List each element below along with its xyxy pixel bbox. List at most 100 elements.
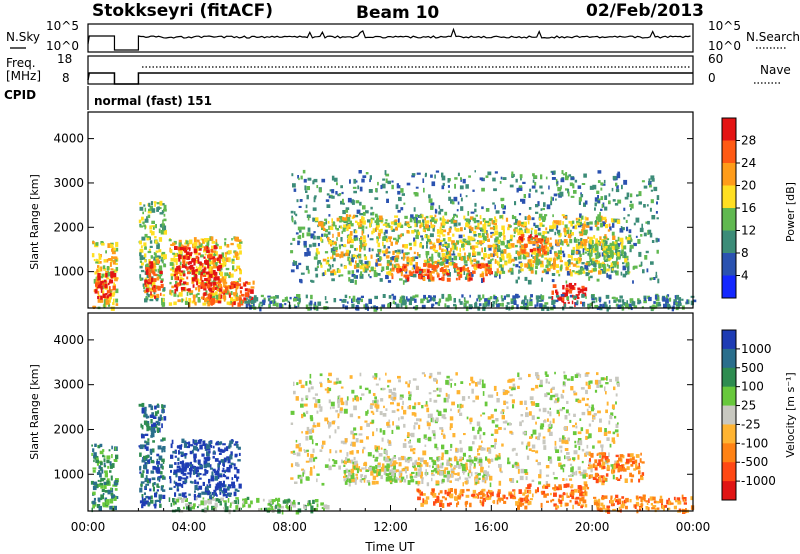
heatmap-cell [148,202,151,207]
heatmap-cell [294,481,298,484]
heatmap-cell [424,273,428,276]
heatmap-cell [377,181,379,186]
heatmap-cell [447,394,450,399]
heatmap-cell [655,211,658,214]
heatmap-cell [187,472,191,475]
heatmap-cell [627,237,631,242]
heatmap-cell [569,463,573,466]
heatmap-cell [428,258,432,262]
heatmap-cell [594,207,596,211]
heatmap-cell [439,268,443,272]
heatmap-cell [471,388,474,394]
heatmap-cell [208,478,211,484]
heatmap-cell [317,261,319,266]
heatmap-cell [416,438,420,443]
heatmap-cell [416,418,420,422]
heatmap-cell [216,487,219,491]
heatmap-cell [616,264,619,269]
heatmap-cell [456,390,461,395]
heatmap-cell [587,263,592,266]
heatmap-cell [151,220,155,224]
heatmap-cell [588,405,591,409]
heatmap-cell [587,252,590,256]
heatmap-cell [143,492,146,495]
heatmap-cell [571,257,573,261]
heatmap-cell [152,448,155,453]
heatmap-cell [610,218,613,223]
heatmap-cell [105,300,110,305]
heatmap-cell [221,291,224,294]
heatmap-cell [236,444,239,449]
heatmap-cell [459,412,463,416]
heatmap-cell [149,456,152,460]
heatmap-cell [606,376,608,381]
heatmap-cell [248,504,252,508]
heatmap-cell [630,208,632,211]
heatmap-cell [644,297,646,301]
heatmap-cell [465,195,468,198]
heatmap-cell [376,428,378,432]
heatmap-cell [526,299,529,303]
heatmap-cell [183,273,186,277]
heatmap-cell [548,296,552,299]
heatmap-cell [159,498,161,504]
heatmap-cell [594,221,598,225]
heatmap-cell [446,219,450,222]
heatmap-cell [139,265,143,269]
heatmap-cell [295,232,299,235]
heatmap-cell [105,499,110,504]
heatmap-cell [194,479,197,485]
colorbar-tick-label: 16 [741,201,756,215]
heatmap-cell [475,395,479,399]
heatmap-cell [182,263,186,268]
heatmap-cell [397,218,400,223]
heatmap-cell [168,239,172,242]
heatmap-cell [181,298,184,303]
heatmap-cell [395,241,398,245]
heatmap-cell [95,282,98,287]
heatmap-cell [588,249,590,253]
heatmap-cell [208,284,211,287]
heatmap-cell [397,375,401,379]
heatmap-cell [577,431,582,435]
heatmap-cell [158,455,163,461]
heatmap-cell [206,249,210,254]
heatmap-cell [106,295,109,299]
heatmap-cell [603,246,607,252]
heatmap-cell [295,444,300,449]
heatmap-cell [467,240,471,246]
heatmap-cell [195,266,198,269]
heatmap-cell [579,418,582,421]
heatmap-cell [160,292,162,296]
heatmap-cell [551,279,555,283]
heatmap-cell [356,269,359,273]
heatmap-cell [209,294,212,300]
heatmap-cell [560,449,563,453]
heatmap-cell [191,449,194,454]
heatmap-cell [491,219,494,225]
heatmap-cell [200,254,204,258]
heatmap-cell [143,286,146,289]
heatmap-cell [277,497,281,502]
heatmap-cell [331,264,334,268]
heatmap-cell [567,437,570,442]
heatmap-cell [423,187,425,193]
heatmap-cell [553,257,556,262]
heatmap-cell [511,399,515,404]
heatmap-cell [600,222,603,228]
heatmap-cell [588,252,592,257]
heatmap-cell [272,301,277,307]
heatmap-cell [496,398,500,403]
heatmap-cell [425,215,429,219]
heatmap-cell [392,300,395,304]
heatmap-cell [254,299,257,302]
heatmap-cell [155,420,159,423]
heatmap-cell [353,254,357,257]
heatmap-cell [597,242,600,245]
heatmap-cell [298,205,302,208]
heatmap-cell [399,278,403,281]
heatmap-cell [614,203,619,206]
heatmap-cell [578,231,582,234]
heatmap-cell [303,240,307,246]
heatmap-cell [545,231,550,234]
